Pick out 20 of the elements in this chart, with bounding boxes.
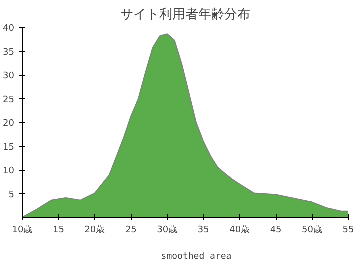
x-tick-label: 45 xyxy=(270,226,282,236)
x-tick-label: 55 xyxy=(342,226,354,236)
text: smoothed area xyxy=(161,252,232,262)
y-tick-label: 5 xyxy=(8,190,15,200)
y-tick-label: 40 xyxy=(3,24,15,34)
y-tick-label: 10 xyxy=(3,166,15,176)
chart-title: サイト利用者年齢分布 xyxy=(120,8,250,22)
y-tick-label: 30 xyxy=(3,72,15,82)
x-tick-label: 50歳 xyxy=(302,224,323,236)
x-tick-label: 20歳 xyxy=(84,224,106,236)
x-tick-label: 30歳 xyxy=(157,224,178,236)
y-tick-label: 20 xyxy=(3,119,15,129)
x-tick-label: 40歳 xyxy=(230,224,250,236)
y-tick-label: 25 xyxy=(3,95,14,106)
x-tick-label: 15 xyxy=(52,226,64,236)
y-tick-label: 35 xyxy=(3,48,14,58)
y-tick-label: 15 xyxy=(3,142,14,153)
x-tick-label: 25 xyxy=(125,226,137,236)
x-tick-label: 35 xyxy=(198,226,210,236)
x-tick-label: 10歳 xyxy=(12,224,33,236)
